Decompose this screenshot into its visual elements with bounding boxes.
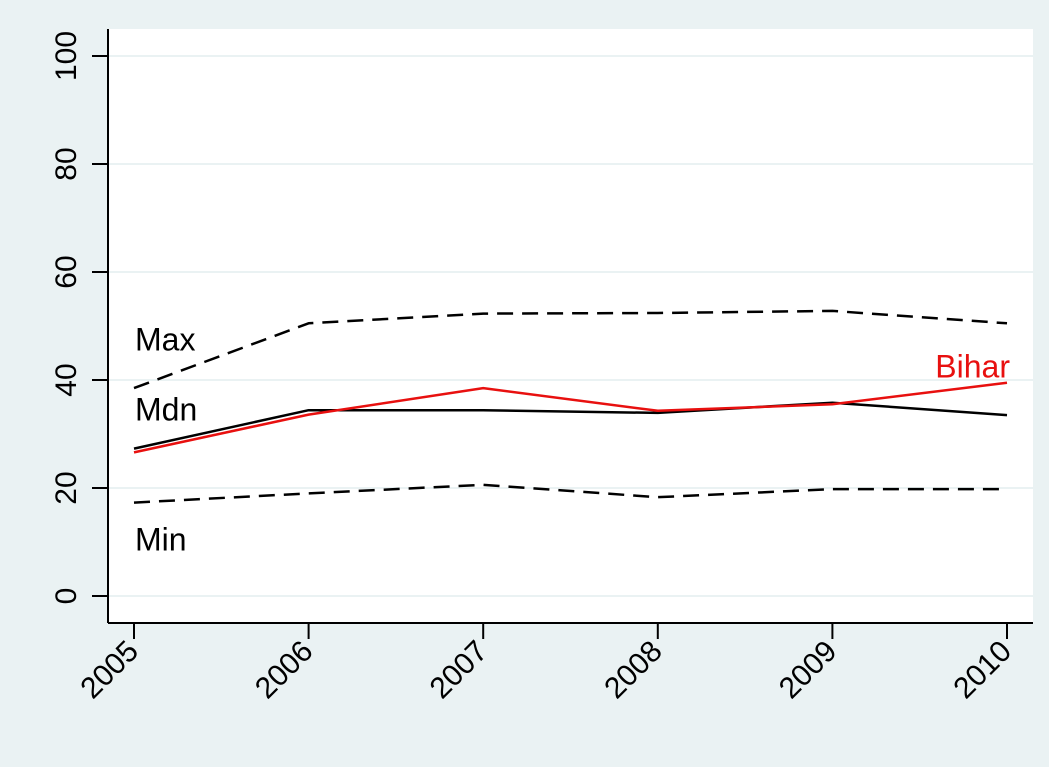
y-tick-label: 100 xyxy=(50,31,83,81)
y-tick-label: 40 xyxy=(50,363,83,396)
series-label-mdn: Mdn xyxy=(135,392,197,428)
series-labels: Max Mdn Min Bihar xyxy=(135,322,1010,558)
plot-area xyxy=(108,29,1033,623)
series-label-min: Min xyxy=(135,521,187,557)
series-label-max: Max xyxy=(135,322,195,358)
y-tick-label: 20 xyxy=(50,471,83,504)
y-tick-label: 0 xyxy=(50,588,83,605)
series-line-bihar xyxy=(133,381,1008,454)
y-tick-label: 80 xyxy=(50,147,83,180)
y-axis-ticks: 0 20 40 60 80 100 xyxy=(50,31,108,604)
series-line-max xyxy=(133,309,1008,390)
y-tick-label: 60 xyxy=(50,255,83,288)
series-lines xyxy=(133,309,1008,504)
series-line-mdn xyxy=(133,401,1008,450)
series-label-bihar: Bihar xyxy=(935,349,1010,385)
series-line-min xyxy=(133,483,1007,504)
gridlines xyxy=(108,55,1033,597)
